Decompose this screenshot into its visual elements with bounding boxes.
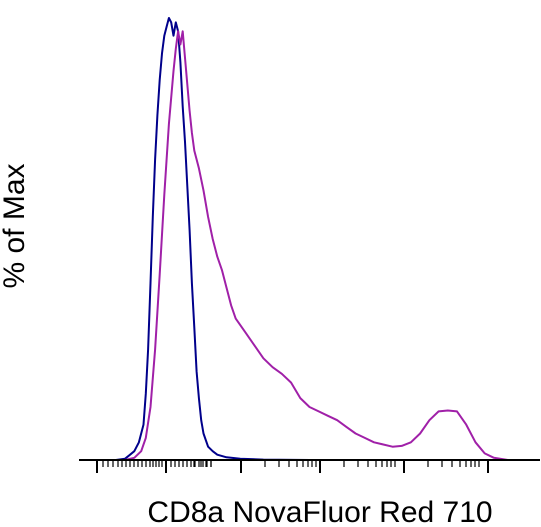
y-axis-title: % of Max xyxy=(0,163,31,288)
series-line-2 xyxy=(79,30,540,461)
x-axis-title: CD8a NovaFluor Red 710 xyxy=(147,496,492,527)
series-layer xyxy=(79,17,540,461)
series-line-1 xyxy=(79,17,540,461)
axis-layer xyxy=(79,459,540,473)
